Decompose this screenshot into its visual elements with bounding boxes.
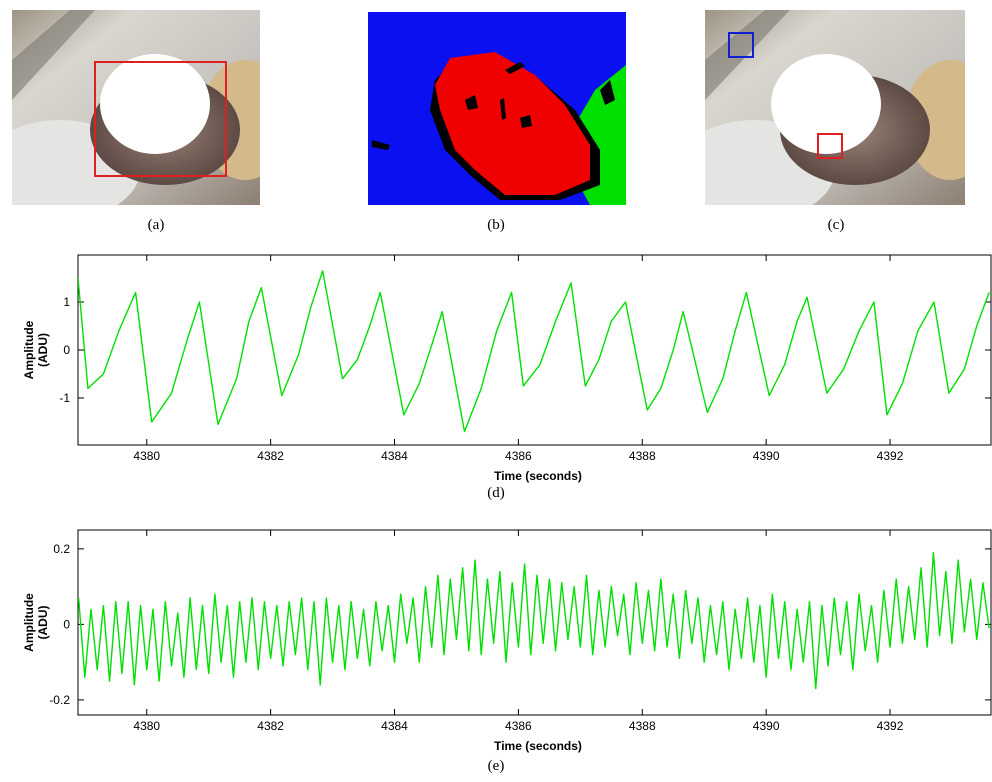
- x-tick-label: 4382: [257, 719, 284, 733]
- photo-c: [705, 10, 965, 205]
- caption: (c): [828, 217, 845, 233]
- chart: 4380 4382 4384 4386 4388 4390 4392 -1 0 1 Time (se…: [22, 254, 992, 483]
- y-axis-label: Amplitude: [22, 320, 36, 379]
- x-tick-label: 4382: [257, 449, 284, 463]
- y-axis-label: (ADU): [36, 333, 50, 367]
- data-line: [78, 551, 990, 690]
- y-axis-label: (ADU): [36, 606, 50, 640]
- segmentation-b: [368, 12, 626, 205]
- caption: (e): [488, 758, 505, 774]
- x-tick-label: 4386: [505, 719, 532, 733]
- caption: (d): [487, 485, 505, 501]
- x-tick-label: 4384: [381, 449, 408, 463]
- x-axis-label: Time (seconds): [494, 739, 582, 753]
- x-tick-label: 4384: [381, 719, 408, 733]
- caption: (a): [148, 217, 165, 233]
- x-tick-label: 4386: [505, 449, 532, 463]
- chart: 4380 4382 4384 4386 4388 4390 4392 -0.2 0 0.2 Time…: [22, 529, 992, 753]
- data-line: [78, 270, 990, 433]
- y-tick-label: 0.2: [53, 542, 70, 556]
- plot-frame: [77, 254, 992, 446]
- x-axis-label: Time (seconds): [494, 469, 582, 483]
- y-axis-label: Amplitude: [22, 593, 36, 652]
- x-tick-label: 4388: [629, 449, 656, 463]
- x-tick-label: 4392: [877, 719, 904, 733]
- x-tick-label: 4392: [877, 449, 904, 463]
- y-tick-label: 1: [63, 295, 70, 309]
- y-tick-label: -0.2: [49, 693, 70, 707]
- plot-frame: [77, 529, 992, 716]
- caption: (b): [487, 217, 505, 233]
- photo-a: [12, 10, 260, 205]
- y-tick-label: 0: [63, 617, 70, 631]
- x-tick-label: 4390: [753, 449, 780, 463]
- y-tick-label: -1: [59, 391, 70, 405]
- x-tick-label: 4380: [133, 449, 160, 463]
- y-tick-label: 0: [63, 343, 70, 357]
- x-tick-label: 4390: [753, 719, 780, 733]
- x-tick-label: 4388: [629, 719, 656, 733]
- x-tick-label: 4380: [133, 719, 160, 733]
